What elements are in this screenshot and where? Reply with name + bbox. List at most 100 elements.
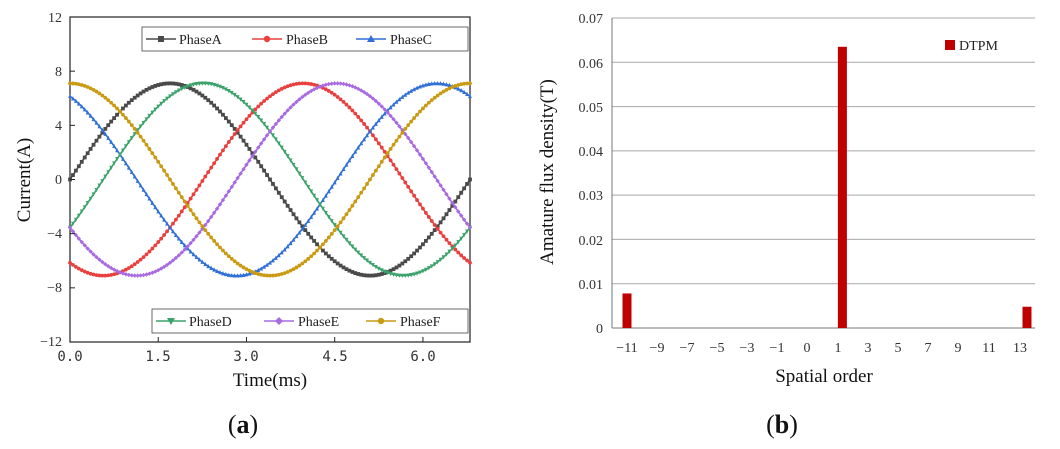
data-point-phasef xyxy=(347,208,352,212)
data-point-phasee xyxy=(438,183,443,188)
panel-b-x-tick-label: 13 xyxy=(1013,341,1027,356)
data-point-phasef xyxy=(229,256,234,261)
data-point-phasea xyxy=(179,83,184,87)
data-point-phased xyxy=(388,271,393,277)
data-point-phased xyxy=(209,82,214,87)
data-point-phasea xyxy=(115,112,119,117)
data-point-phasea xyxy=(250,151,255,156)
data-point-phaseb xyxy=(279,86,284,91)
data-point-phasee xyxy=(382,107,387,112)
data-point-phased xyxy=(168,94,172,99)
data-point-phaseb xyxy=(135,260,140,264)
data-point-phased xyxy=(288,158,293,163)
data-point-phasee xyxy=(311,87,317,92)
panel-a-y-tick-label: 12 xyxy=(48,11,62,26)
data-point-phasee xyxy=(164,262,170,268)
data-point-phasec xyxy=(335,175,340,180)
data-point-phased xyxy=(297,171,302,176)
data-point-phased xyxy=(129,136,134,141)
data-point-phasec xyxy=(362,136,367,142)
data-point-phasee xyxy=(308,88,314,94)
data-point-phasec xyxy=(376,117,381,123)
data-point-phaseb xyxy=(68,260,72,265)
data-point-phasea xyxy=(141,89,146,94)
data-point-phasef xyxy=(247,268,252,273)
data-point-phased xyxy=(235,95,240,100)
data-point-phasee xyxy=(350,84,355,89)
data-point-phaseb xyxy=(468,260,472,265)
data-point-phased xyxy=(150,110,155,115)
data-point-phasef xyxy=(368,177,372,182)
data-point-phasee xyxy=(206,218,211,224)
data-point-phaseb xyxy=(229,136,234,140)
data-point-phasef xyxy=(209,235,214,240)
data-point-phasee xyxy=(179,250,184,255)
data-point-phasef xyxy=(326,235,331,240)
data-point-phasee xyxy=(417,152,423,157)
data-point-phasef xyxy=(276,272,281,277)
data-point-phasea xyxy=(256,159,261,164)
data-point-phaseb xyxy=(129,264,134,269)
data-point-phasef xyxy=(68,81,72,86)
data-point-phasea xyxy=(109,119,114,124)
data-point-phased xyxy=(200,81,205,86)
data-point-phased xyxy=(141,120,146,126)
data-point-phasec xyxy=(123,160,128,166)
data-point-phasef xyxy=(100,93,105,98)
data-point-phasea xyxy=(379,272,384,276)
data-point-phasee xyxy=(358,88,364,93)
data-point-phasef xyxy=(97,91,102,96)
data-point-phased xyxy=(262,122,267,127)
data-point-phasec xyxy=(373,121,378,126)
bar-order-minus-11 xyxy=(622,293,632,328)
data-point-phasea xyxy=(447,208,452,212)
panel-a-y-tick-label: −4 xyxy=(47,227,62,242)
data-point-phasef xyxy=(444,87,449,92)
data-point-phasee xyxy=(394,120,399,125)
data-point-phasec xyxy=(329,184,334,189)
data-point-phased xyxy=(188,83,193,88)
data-point-phasee xyxy=(297,97,302,102)
data-point-phaseb xyxy=(109,273,114,277)
data-point-phased xyxy=(435,260,440,265)
panel-a-y-tick-label: −12 xyxy=(40,335,62,350)
data-point-phasea xyxy=(206,98,211,103)
data-point-phasef xyxy=(323,239,328,243)
data-point-phased xyxy=(338,230,343,236)
data-point-phasea xyxy=(221,112,225,117)
data-point-phasea xyxy=(147,86,152,91)
data-point-phasef xyxy=(215,242,219,247)
data-point-phasec xyxy=(273,255,278,260)
data-point-phased xyxy=(118,152,122,158)
data-point-phasea xyxy=(273,186,278,191)
data-point-phasef xyxy=(235,261,240,266)
data-point-phasea xyxy=(97,134,102,139)
data-point-phasec xyxy=(285,244,290,249)
data-point-phaseb xyxy=(156,240,161,244)
data-point-phasec xyxy=(238,273,243,278)
data-point-phased xyxy=(462,233,467,238)
data-point-phasec xyxy=(132,174,137,179)
legend-label-phase-d: PhaseD xyxy=(189,315,232,330)
data-point-phasec xyxy=(229,272,234,278)
panel-b-y-tick-label: 0.06 xyxy=(579,57,604,72)
data-point-phasea xyxy=(394,265,399,270)
data-point-phased xyxy=(312,193,317,199)
data-point-phasea xyxy=(212,103,217,108)
data-point-phasee xyxy=(67,225,73,230)
data-point-phasea xyxy=(285,203,290,208)
data-point-phasee xyxy=(197,230,202,235)
data-point-phasea xyxy=(332,259,337,264)
data-point-phased xyxy=(144,117,149,122)
data-point-phaseb xyxy=(462,256,467,260)
data-point-phasee xyxy=(426,165,432,170)
data-point-phasea xyxy=(247,147,252,151)
data-point-phasef xyxy=(121,112,125,117)
data-point-phaseb xyxy=(388,158,393,163)
data-point-phasec xyxy=(300,226,305,231)
data-point-phasea xyxy=(435,224,440,229)
data-point-phaseb xyxy=(415,198,419,202)
data-point-phaseb xyxy=(397,171,402,176)
data-point-phasee xyxy=(364,91,370,97)
data-point-phasec xyxy=(109,139,114,144)
